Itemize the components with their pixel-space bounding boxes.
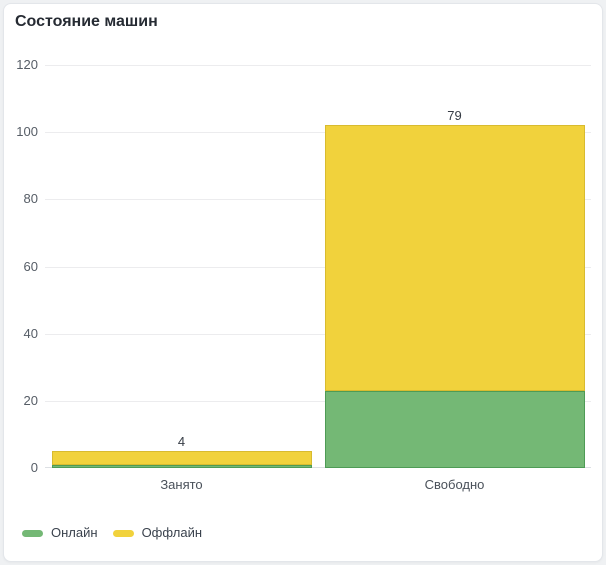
legend-swatch: [22, 529, 43, 537]
gridline: [45, 333, 591, 335]
gridline: [45, 132, 591, 134]
x-axis: Занято Свободно: [45, 477, 591, 495]
legend-item[interactable]: Онлайн: [22, 525, 98, 541]
bar-segment[interactable]: [324, 390, 585, 468]
gridline: [45, 266, 591, 268]
legend-item[interactable]: Оффлайн: [112, 525, 203, 541]
y-tick-label: 20: [23, 392, 38, 408]
x-axis-line: [45, 467, 591, 468]
y-tick-label: 120: [16, 57, 38, 72]
chart-title: Состояние машин: [15, 13, 158, 30]
x-category-label: Занято: [160, 477, 203, 492]
gridline: [45, 199, 591, 201]
gridline: [45, 400, 591, 402]
y-tick-label: 80: [23, 191, 38, 207]
gridline: [45, 65, 591, 66]
bar-segment[interactable]: [51, 451, 312, 465]
y-tick-label: 40: [23, 325, 38, 341]
y-tick-label: 0: [30, 460, 38, 475]
plot-area: 142379: [45, 65, 591, 468]
bar-segment[interactable]: [51, 464, 312, 468]
value-label: 79: [447, 108, 462, 124]
legend-swatch: [112, 529, 134, 537]
value-label: 4: [177, 434, 186, 450]
y-tick-label: 100: [16, 124, 38, 140]
x-category-label: Свободно: [424, 477, 485, 492]
chart-card: Состояние машин 142379 Занято Свободно Он…: [3, 3, 603, 562]
bar-segment[interactable]: [324, 125, 585, 391]
y-tick-label: 60: [23, 258, 38, 274]
legend-label: Оффлайн: [141, 525, 203, 540]
legend-label: Онлайн: [51, 525, 98, 540]
legend: Онлайн Оффлайн: [22, 525, 202, 541]
